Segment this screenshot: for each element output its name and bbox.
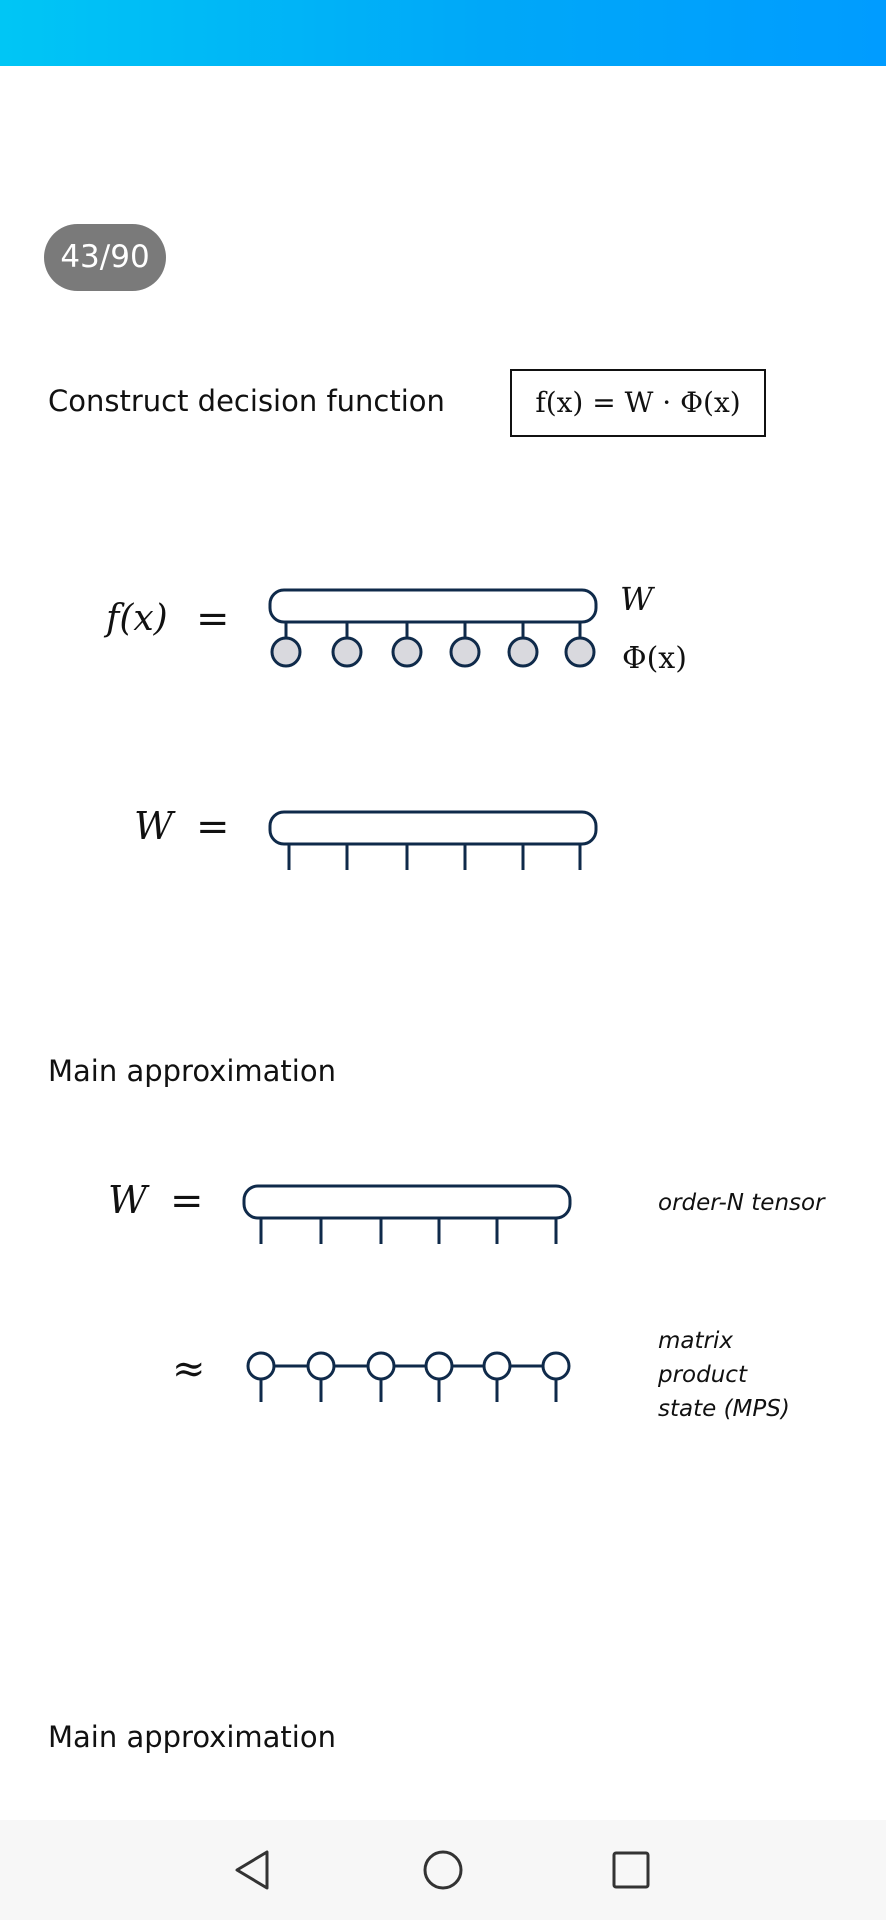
status-bar <box>0 0 886 66</box>
eq2-lhs: W <box>134 804 174 848</box>
eq3-lhs: W <box>108 1178 148 1222</box>
mps-label: matrix product state (MPS) <box>658 1324 790 1426</box>
home-button[interactable] <box>383 1820 503 1920</box>
eq1-lhs: f(x) <box>106 598 168 639</box>
home-circle-icon <box>423 1850 463 1890</box>
mps-label-line-1: matrix <box>658 1328 733 1354</box>
heading-main-approximation-2: Main approximation <box>48 1720 336 1754</box>
boxed-formula: f(x) = W · Φ(x) <box>510 369 766 437</box>
mps-diagram <box>246 1351 571 1402</box>
page-counter-badge: 43/90 <box>44 224 166 291</box>
eq4-approx: ≈ <box>172 1346 206 1392</box>
eq1-equals: = <box>196 596 230 642</box>
order-n-tensor-diagram <box>242 1184 572 1244</box>
eq1-lhs-text: f(x) <box>106 598 168 639</box>
heading-construct-decision-function: Construct decision function <box>48 384 445 418</box>
recents-button[interactable] <box>571 1820 691 1920</box>
mps-label-line-2: product <box>658 1362 747 1388</box>
eq1-label-phi: Φ(x) <box>622 641 687 676</box>
eq3-equals: = <box>170 1178 204 1224</box>
back-triangle-icon <box>235 1850 269 1890</box>
eq2-equals: = <box>196 804 230 850</box>
heading-main-approximation: Main approximation <box>48 1054 336 1088</box>
boxed-formula-text: f(x) = W · Φ(x) <box>535 386 741 419</box>
w-tensor-diagram <box>268 810 598 870</box>
decision-function-diagram <box>268 588 598 668</box>
recents-square-icon <box>612 1851 650 1889</box>
eq1-label-w: W <box>620 580 653 618</box>
back-button[interactable] <box>193 1820 313 1920</box>
mps-label-line-3: state (MPS) <box>658 1396 790 1422</box>
order-n-tensor-label: order-N tensor <box>658 1190 825 1216</box>
navigation-bar <box>0 1820 886 1920</box>
